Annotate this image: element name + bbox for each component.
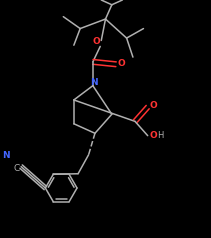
Text: O: O: [118, 59, 125, 68]
Text: N: N: [3, 151, 10, 160]
Text: O: O: [149, 131, 157, 140]
Text: O: O: [92, 37, 100, 46]
Text: H: H: [157, 131, 163, 140]
Text: N: N: [90, 78, 98, 87]
Text: O: O: [149, 101, 157, 110]
Text: C: C: [14, 164, 20, 174]
